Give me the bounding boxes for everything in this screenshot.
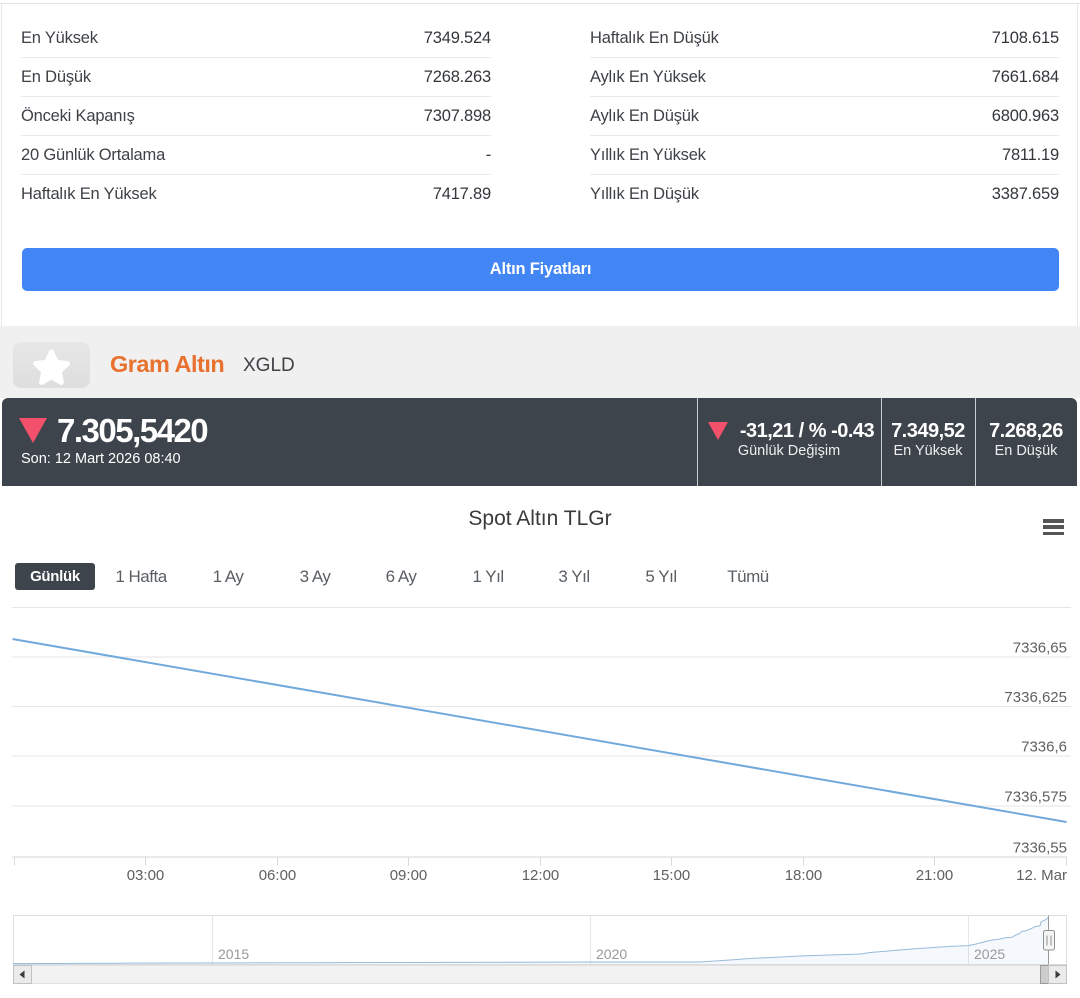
svg-text:7336,625: 7336,625: [1004, 689, 1067, 706]
svg-text:2025: 2025: [974, 946, 1005, 962]
svg-text:15:00: 15:00: [653, 867, 691, 884]
svg-text:18:00: 18:00: [785, 867, 823, 884]
svg-text:09:00: 09:00: [390, 867, 428, 884]
svg-text:12. Mar: 12. Mar: [1016, 867, 1067, 884]
svg-text:2015: 2015: [218, 946, 249, 962]
svg-text:7336,6: 7336,6: [1021, 739, 1067, 756]
svg-text:12:00: 12:00: [522, 867, 560, 884]
svg-text:2020: 2020: [596, 946, 627, 962]
svg-text:7336,65: 7336,65: [1013, 640, 1067, 657]
svg-text:7336,55: 7336,55: [1013, 840, 1067, 857]
svg-text:03:00: 03:00: [127, 867, 165, 884]
svg-text:06:00: 06:00: [259, 867, 297, 884]
svg-text:21:00: 21:00: [916, 867, 954, 884]
svg-text:7336,575: 7336,575: [1004, 789, 1067, 806]
